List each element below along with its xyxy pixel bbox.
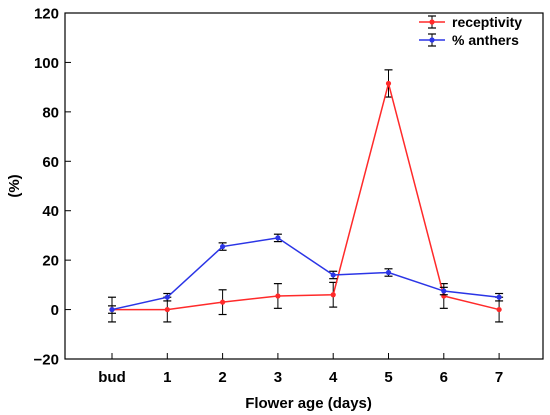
x-tick-label: 2	[218, 369, 226, 386]
legend: receptivity % anthers	[419, 14, 522, 48]
data-point	[330, 272, 336, 278]
legend-marker	[429, 19, 435, 25]
data-point	[164, 294, 170, 300]
y-tick-label: 80	[42, 104, 59, 121]
data-point	[385, 269, 392, 276]
y-tick-label: 20	[42, 253, 59, 270]
y-axis-label: (%)	[6, 174, 23, 197]
data-point	[330, 292, 336, 298]
x-tick-label: 1	[163, 369, 171, 386]
data-point	[496, 306, 502, 313]
data-point	[275, 293, 281, 299]
x-tick-label: 7	[495, 369, 503, 386]
plot-frame	[64, 12, 544, 360]
data-point	[275, 235, 281, 241]
x-axis-label: Flower age (days)	[245, 395, 372, 412]
y-tick-label: 100	[34, 55, 59, 72]
series-receptivity	[108, 69, 504, 323]
series-line	[112, 80, 500, 311]
y-tick-label: 0	[51, 302, 59, 319]
data-point	[220, 243, 226, 250]
y-tick-label: 40	[42, 203, 59, 220]
legend-marker	[429, 37, 435, 43]
legend-item: receptivity	[419, 14, 522, 30]
data-point	[441, 288, 447, 294]
data-point	[385, 80, 392, 87]
data-point	[496, 294, 502, 300]
y-tick-label: −20	[34, 352, 59, 369]
y-tick-label: 120	[34, 6, 59, 23]
x-tick-label: 3	[274, 369, 282, 386]
data-point	[109, 306, 115, 313]
x-tick-label: 4	[329, 369, 338, 386]
legend-label: % anthers	[452, 32, 519, 48]
data-point	[220, 299, 226, 305]
x-tick-label: 5	[384, 369, 392, 386]
series-line	[111, 237, 500, 311]
y-tick-label: 60	[42, 154, 59, 171]
legend-label: receptivity	[452, 14, 522, 30]
x-tick-label: bud	[98, 369, 126, 386]
series-anthers	[108, 233, 504, 314]
data-point	[164, 306, 170, 313]
legend-item: % anthers	[419, 32, 519, 48]
x-tick-label: 6	[440, 369, 448, 386]
